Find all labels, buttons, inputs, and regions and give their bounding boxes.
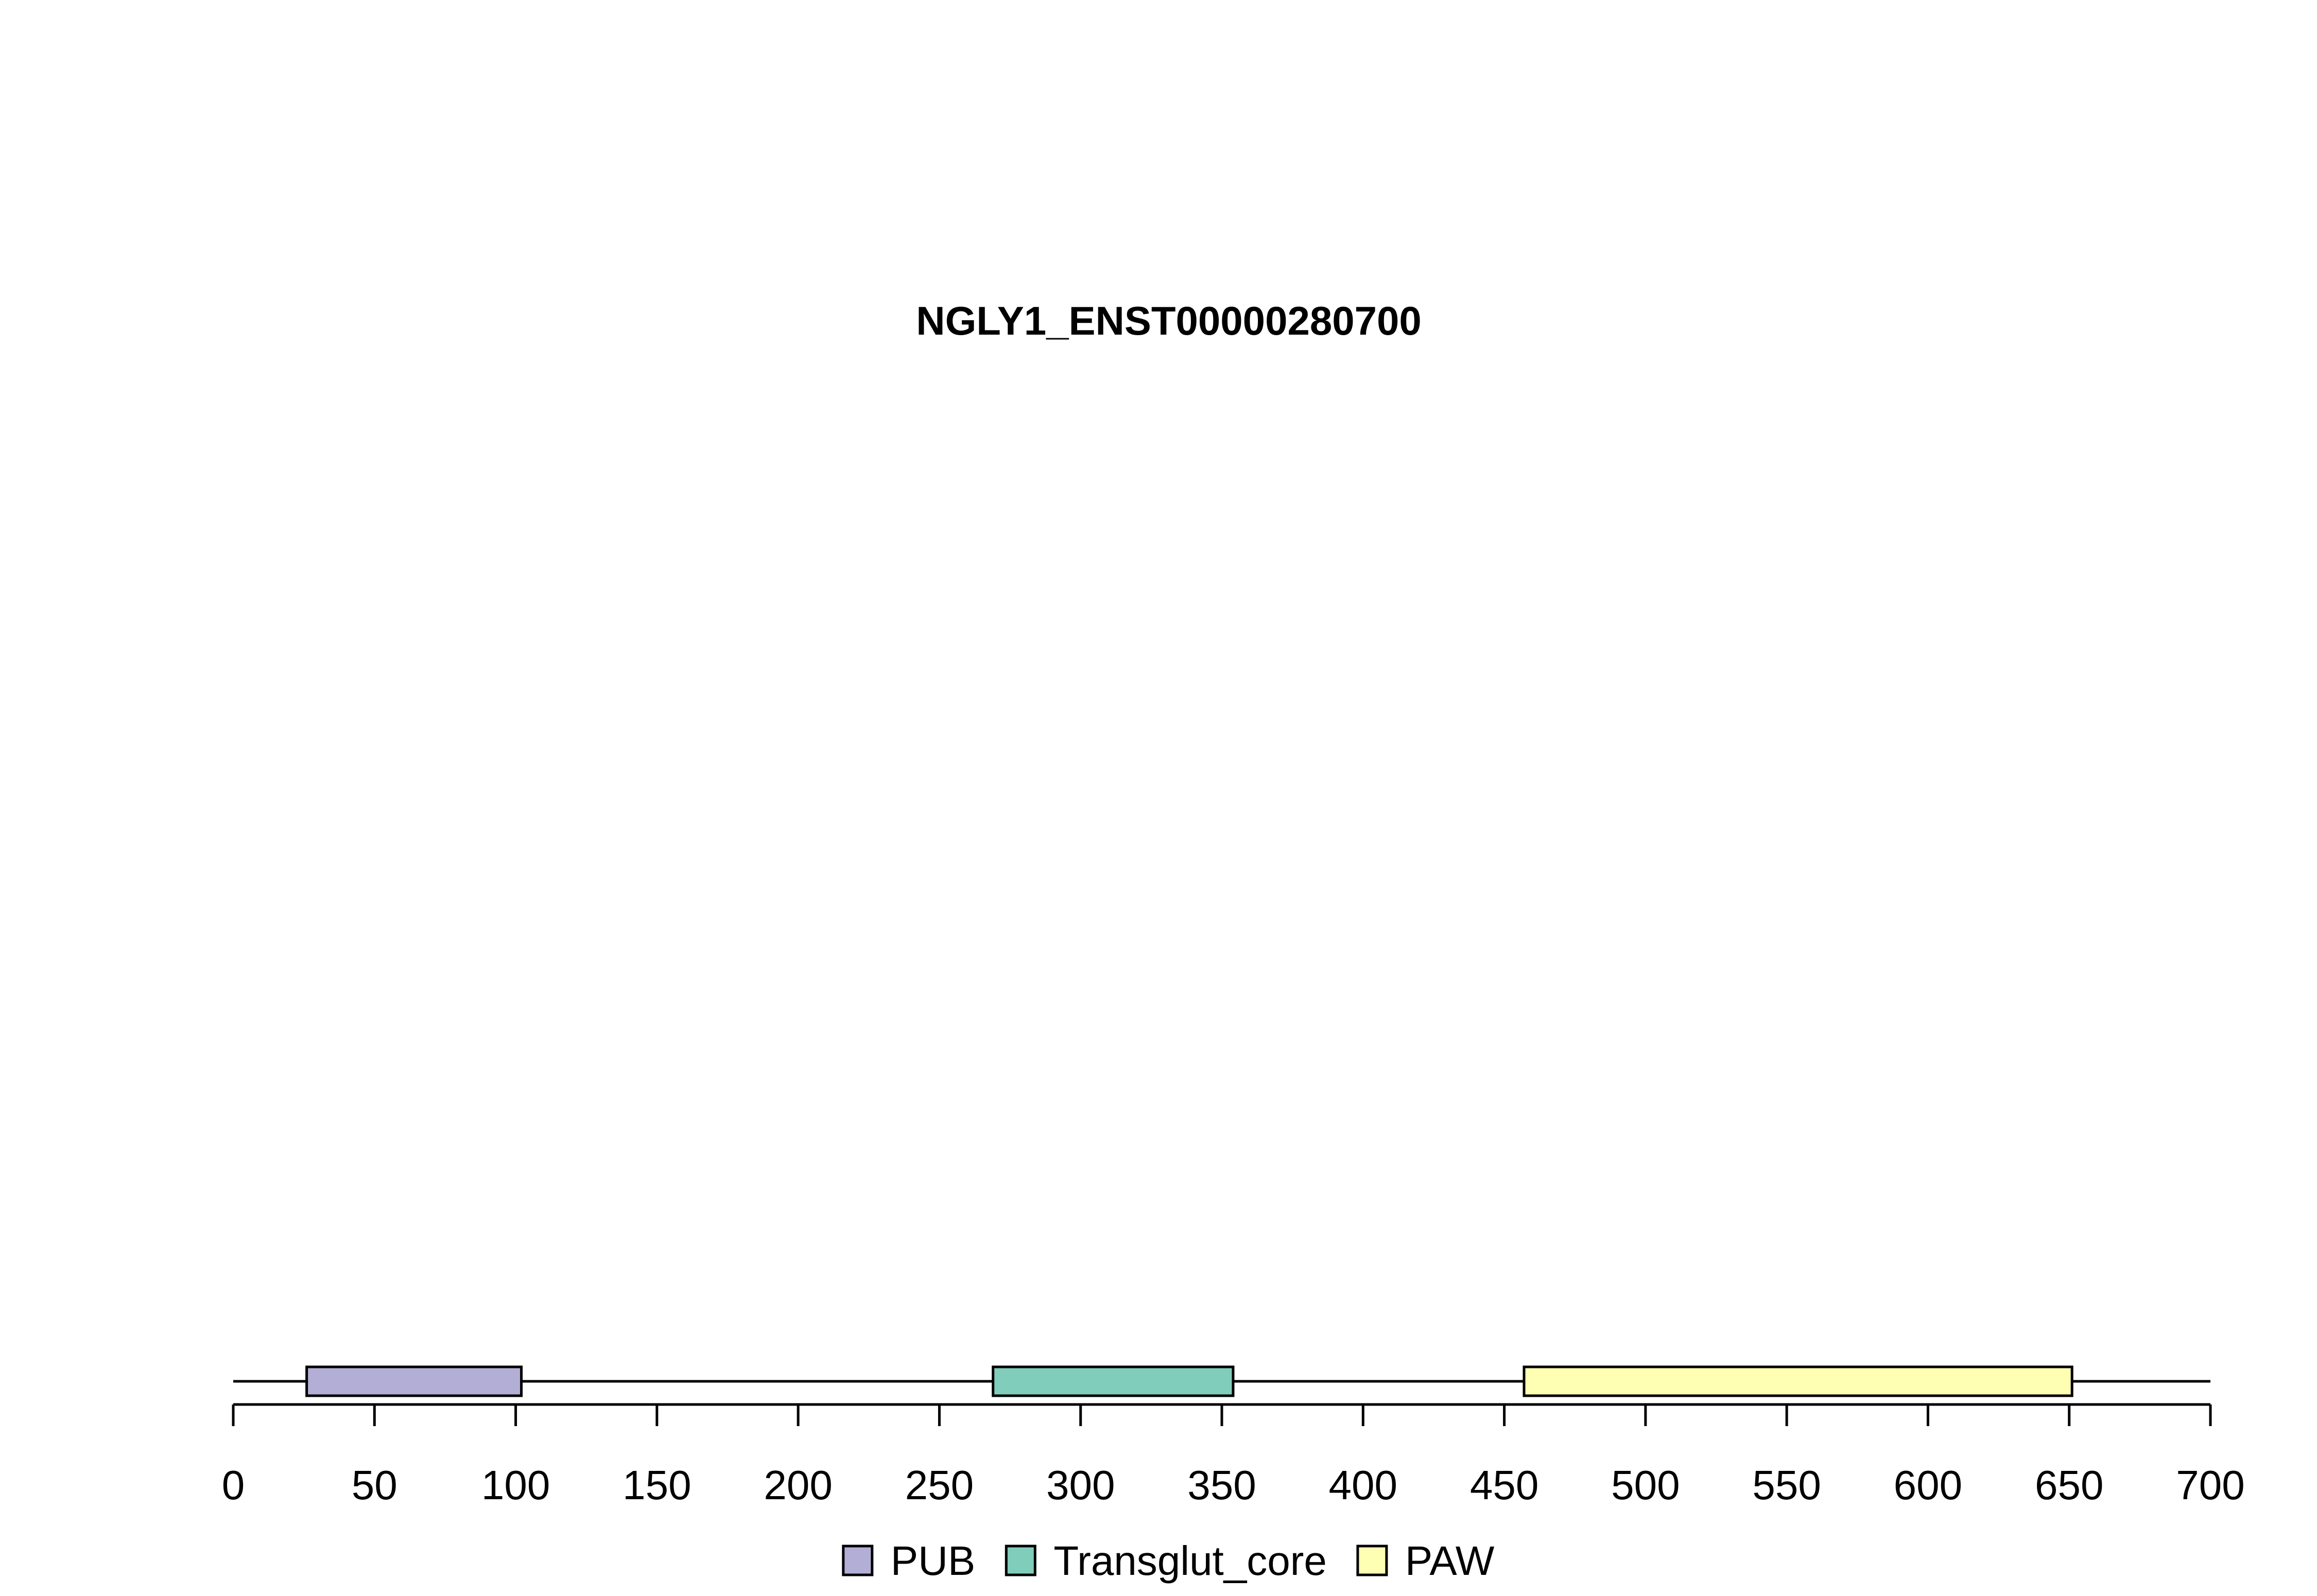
legend-swatch [1005, 1545, 1036, 1576]
legend-item-paw: PAW [1356, 1538, 1495, 1584]
domain-transglut-core [992, 1365, 1235, 1397]
axis-tick-label: 400 [1329, 1462, 1397, 1508]
x-axis: 0 50 100 150 200 250 300 350 400 450 500 550 600 650 7… [222, 1403, 2245, 1508]
legend-label: Transglut_core [1053, 1538, 1327, 1584]
legend-swatch [1356, 1545, 1388, 1576]
legend-item-pub: PUB [842, 1538, 976, 1584]
domain-pub [305, 1365, 523, 1397]
axis-tick-label: 350 [1187, 1462, 1256, 1508]
axis-tick-label: 500 [1611, 1462, 1680, 1508]
axis-tick-label: 550 [1752, 1462, 1821, 1508]
axis-tick-label: 650 [2035, 1462, 2103, 1508]
axis-tick-label: 0 [222, 1462, 245, 1508]
axis-tick-label: 450 [1470, 1462, 1538, 1508]
axis-tick-label: 150 [623, 1462, 691, 1508]
legend-item-transglut-core: Transglut_core [1005, 1538, 1327, 1584]
legend-label: PUB [891, 1538, 976, 1584]
axis-tick-label: 200 [764, 1462, 832, 1508]
axis-tick-label: 100 [481, 1462, 550, 1508]
legend: PUB Transglut_core PAW [842, 1538, 1495, 1584]
domain-paw [1523, 1365, 2073, 1397]
axis-tick-label: 300 [1046, 1462, 1115, 1508]
legend-label: PAW [1405, 1538, 1495, 1584]
axis-tick-label: 700 [2176, 1462, 2244, 1508]
axis-tick-label: 600 [1894, 1462, 1962, 1508]
domains-group [305, 1365, 2073, 1397]
axis-tick-label: 250 [905, 1462, 974, 1508]
diagram-title: NGLY1_ENST00000280700 [916, 298, 1421, 343]
axis-tick-label: 50 [352, 1462, 397, 1508]
legend-swatch [842, 1545, 874, 1576]
